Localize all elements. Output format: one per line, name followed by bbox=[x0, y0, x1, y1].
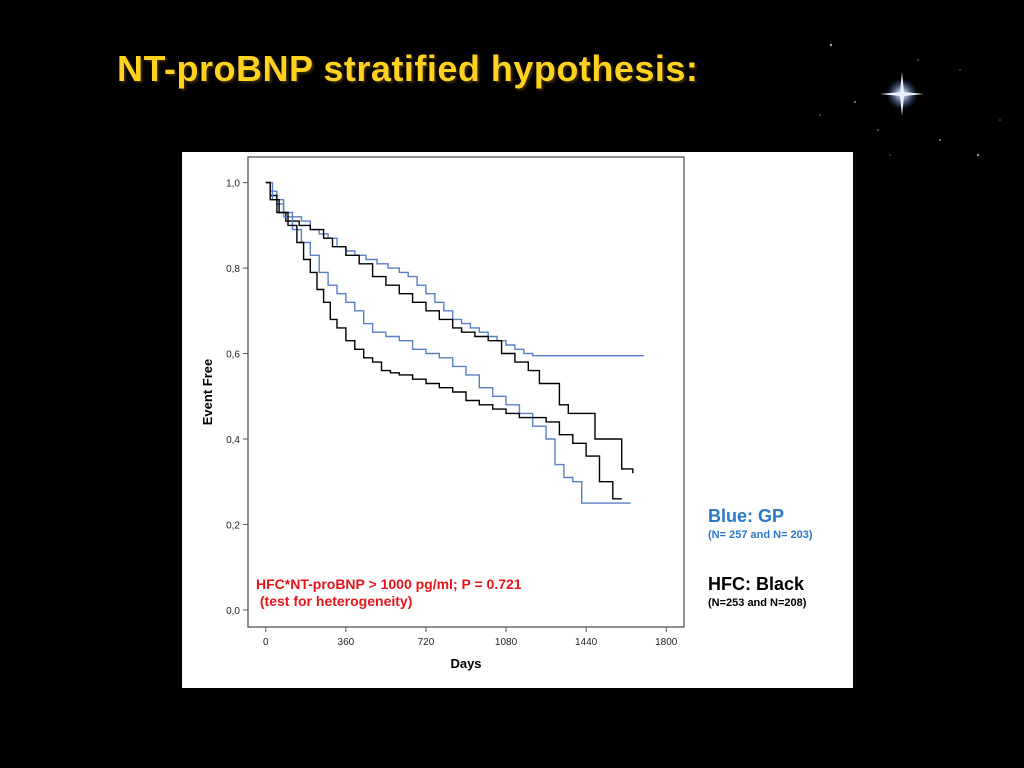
series-layer bbox=[265, 181, 644, 504]
legend-hfc-note: (N=253 and N=208) bbox=[708, 597, 807, 609]
annotation-line-1: HFC*NT-proBNP > 1000 pg/ml; P = 0.721 bbox=[256, 576, 522, 592]
star-decoration bbox=[819, 43, 1001, 157]
legend-gp-label: Blue: GP bbox=[708, 506, 785, 526]
x-tick-label: 1440 bbox=[575, 637, 598, 648]
legend-gp: Blue: GP (N= 257 and N= 203) bbox=[708, 506, 813, 541]
slide-title: NT-proBNP stratified hypothesis: bbox=[117, 48, 699, 89]
y-axis-label: Event Free bbox=[200, 359, 215, 425]
legend-hfc-label: HFC: Black bbox=[708, 574, 805, 594]
x-tick-label: 720 bbox=[418, 637, 435, 648]
axis-layer: 0,0 0,2 0,4 0,6 0,8 1,0 0 360 720 1080 1440 1800 bbox=[226, 179, 678, 648]
y-tick-label: 0,4 bbox=[226, 435, 240, 446]
legend-gp-note: (N= 257 and N= 203) bbox=[708, 529, 813, 541]
series-line-gp-1 bbox=[265, 181, 644, 357]
y-tick-label: 0,6 bbox=[226, 350, 240, 361]
statistics-annotation: HFC*NT-proBNP > 1000 pg/ml; P = 0.721 (t… bbox=[256, 576, 522, 610]
x-axis-label: Days bbox=[450, 656, 481, 671]
series-line-gp-3 bbox=[265, 181, 631, 504]
legend-hfc: HFC: Black (N=253 and N=208) bbox=[708, 574, 806, 609]
series-line-hfc-2 bbox=[265, 181, 634, 474]
annotation-line-2: (test for heterogeneity) bbox=[256, 593, 413, 609]
x-tick-label: 1080 bbox=[495, 637, 518, 648]
chart-panel: 0,0 0,2 0,4 0,6 0,8 1,0 0 360 720 1080 1440 1800 Da… bbox=[182, 152, 853, 688]
y-tick-label: 0,8 bbox=[226, 264, 240, 275]
x-tick-label: 0 bbox=[263, 637, 269, 648]
survival-chart: 0,0 0,2 0,4 0,6 0,8 1,0 0 360 720 1080 1440 1800 Da… bbox=[200, 156, 685, 671]
x-tick-label: 360 bbox=[338, 637, 355, 648]
y-tick-label: 0,0 bbox=[226, 606, 240, 617]
series-line-hfc-4 bbox=[265, 181, 622, 500]
plot-area-frame bbox=[247, 156, 685, 628]
y-tick-label: 0,2 bbox=[226, 520, 240, 531]
y-tick-label: 1,0 bbox=[226, 179, 240, 190]
x-tick-label: 1800 bbox=[655, 637, 678, 648]
